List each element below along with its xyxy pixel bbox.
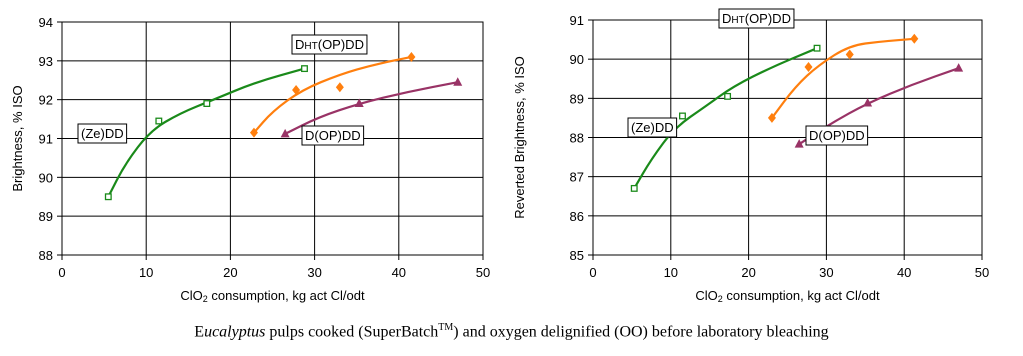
x-tick-label-2: 20 xyxy=(223,265,237,280)
y-tick-label-5: 90 xyxy=(570,52,584,67)
y-tick-label-1: 86 xyxy=(570,209,584,224)
caption-part4: ) and oxygen delignified (OO) before lab… xyxy=(453,323,829,341)
data-point-2-1 xyxy=(354,98,364,108)
x-axis-title: ClO2 consumption, kg act Cl/odt xyxy=(180,288,365,304)
data-point-1-2 xyxy=(845,49,854,60)
data-point-1-0 xyxy=(767,112,776,123)
x-axis-title: ClO2 consumption, kg act Cl/odt xyxy=(695,288,880,304)
x-tick-label-1: 10 xyxy=(139,265,153,280)
data-point-1-1 xyxy=(804,62,813,72)
series-curve-0 xyxy=(107,67,305,198)
x-tick-label-4: 40 xyxy=(392,265,406,280)
data-point-0-3 xyxy=(813,44,821,52)
x-tick-label-5: 50 xyxy=(975,265,989,280)
series-curve-2 xyxy=(284,81,458,135)
series-label-0: (Ze)DD xyxy=(627,117,678,138)
caption-part1: E xyxy=(194,323,205,341)
data-point-0-0 xyxy=(630,184,638,192)
data-point-1-2 xyxy=(335,82,344,93)
y-tick-label-2: 87 xyxy=(570,170,584,185)
x-tick-label-4: 40 xyxy=(897,265,911,280)
caption-part2: ucalyptus xyxy=(204,323,266,341)
series-curve-1 xyxy=(253,55,412,134)
x-tick-label-3: 30 xyxy=(819,265,833,280)
data-point-2-1 xyxy=(863,98,873,107)
y-axis-title: Reverted Brightness, % ISO xyxy=(512,56,527,219)
y-tick-label-6: 94 xyxy=(39,15,53,30)
data-point-0-3 xyxy=(301,65,308,73)
x-tick-label-0: 0 xyxy=(589,265,596,280)
data-point-1-3 xyxy=(910,33,919,44)
series-label-1: DHT(OP)DD xyxy=(718,8,795,29)
y-tick-label-3: 91 xyxy=(39,132,53,147)
caption-tm: TM xyxy=(438,322,454,333)
y-axis-title: Brightness, % ISO xyxy=(10,85,25,191)
data-point-1-1 xyxy=(292,84,301,95)
series-label-2: D(OP)DD xyxy=(301,125,365,146)
series-curve-1 xyxy=(771,37,915,119)
y-tick-label-6: 91 xyxy=(570,13,584,28)
series-label-0: (Ze)DD xyxy=(77,123,128,144)
reverted-brightness-chart: 0 10 20 30 40 50 85 86 87 88 89 90 91 Reverted Bright… xyxy=(512,8,989,304)
x-tick-label-2: 20 xyxy=(741,265,755,280)
y-tick-label-2: 90 xyxy=(39,170,53,185)
data-point-2-0 xyxy=(280,128,290,138)
svg-text:(Ze)DD: (Ze)DD xyxy=(631,120,674,135)
data-point-0-0 xyxy=(104,193,112,201)
y-tick-label-3: 88 xyxy=(570,131,584,146)
data-point-0-1 xyxy=(679,112,686,120)
caption-part3: pulps cooked (SuperBatch xyxy=(265,323,439,341)
y-tick-label-0: 88 xyxy=(39,248,53,263)
svg-text:DHT(OP)DD: DHT(OP)DD xyxy=(722,11,791,26)
svg-text:D(OP)DD: D(OP)DD xyxy=(809,128,865,143)
svg-text:(Ze)DD: (Ze)DD xyxy=(81,126,124,141)
y-tick-label-5: 93 xyxy=(39,54,53,69)
data-point-1-0 xyxy=(249,127,258,138)
data-point-0-2 xyxy=(724,92,732,100)
brightness-chart: 0 10 20 30 40 50 88 89 90 91 92 93 94 Brightness, % I… xyxy=(10,15,490,304)
y-tick-label-1: 89 xyxy=(39,209,53,224)
x-tick-label-3: 30 xyxy=(307,265,321,280)
svg-text:DHT(OP)DD: DHT(OP)DD xyxy=(295,37,364,52)
x-tick-label-5: 50 xyxy=(476,265,490,280)
y-tick-label-4: 92 xyxy=(39,93,53,108)
y-tick-label-0: 85 xyxy=(570,248,584,263)
series-curve-0 xyxy=(633,47,818,189)
data-point-2-2 xyxy=(453,77,463,86)
svg-text:D(OP)DD: D(OP)DD xyxy=(305,128,361,143)
data-point-0-1 xyxy=(155,117,163,125)
data-point-1-3 xyxy=(407,51,416,62)
y-tick-label-4: 89 xyxy=(570,91,584,106)
figure-caption: Eucalyptus pulps cooked (SuperBatchTM) a… xyxy=(0,322,1023,341)
x-tick-label-1: 10 xyxy=(664,265,678,280)
data-point-0-2 xyxy=(203,100,211,107)
data-point-2-2 xyxy=(954,63,964,72)
data-point-2-0 xyxy=(794,139,804,148)
x-tick-label-0: 0 xyxy=(58,265,65,280)
series-label-2: D(OP)DD xyxy=(805,125,869,146)
series-label-1: DHT(OP)DD xyxy=(291,34,368,55)
